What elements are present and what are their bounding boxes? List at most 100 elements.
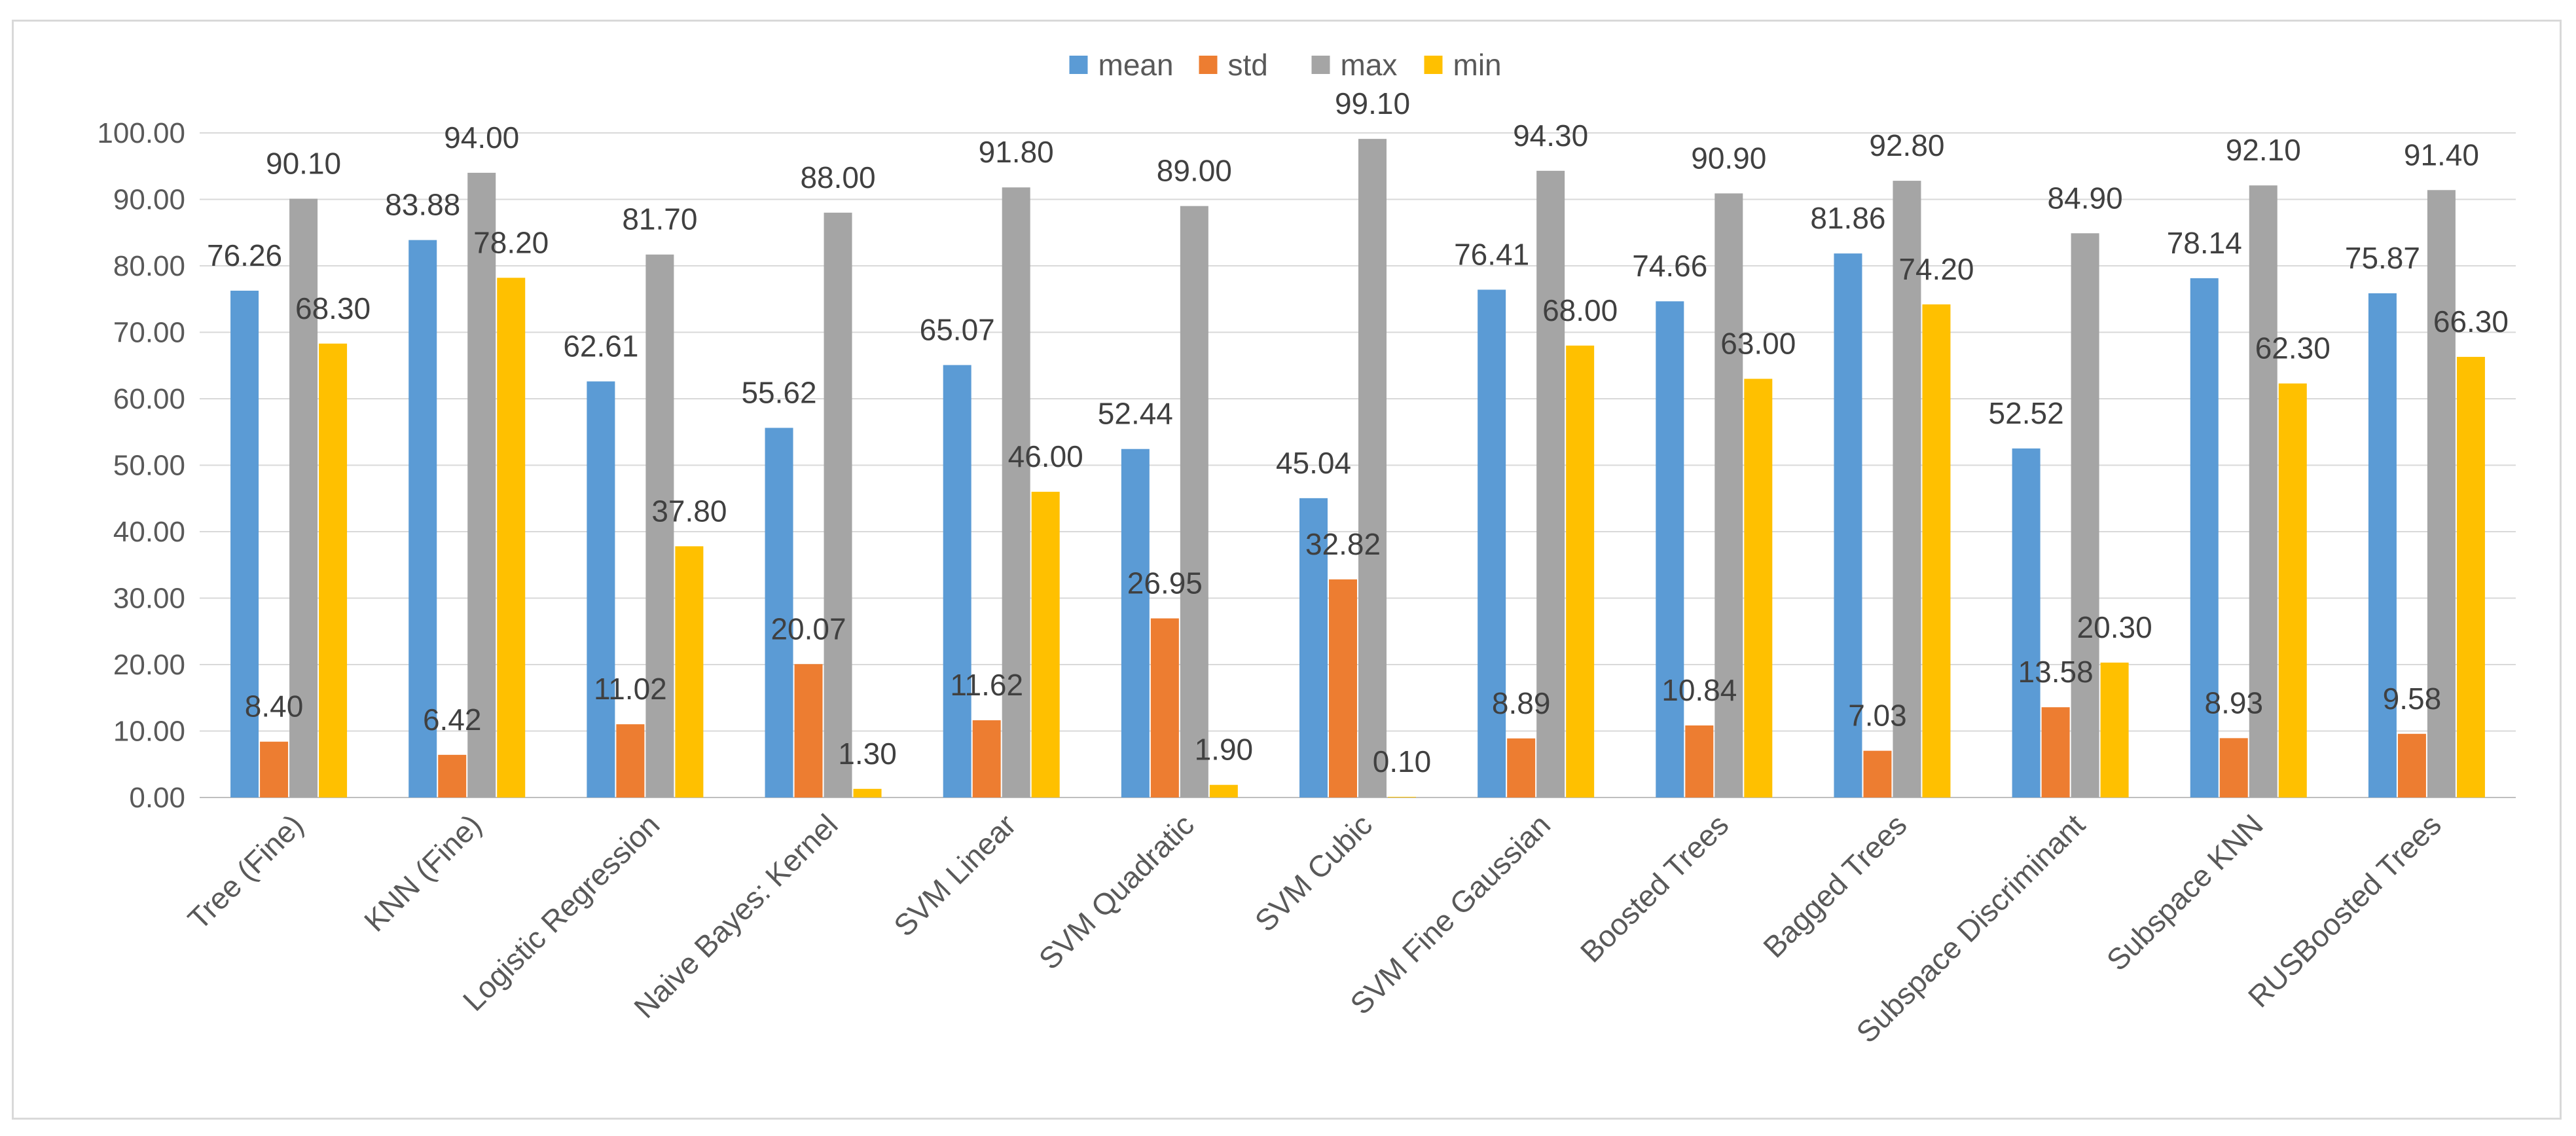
- data-label-mean: 83.88: [385, 188, 460, 222]
- bar-mean: [1834, 253, 1862, 798]
- bar-min: [1922, 304, 1951, 797]
- data-label-mean: 65.07: [920, 313, 995, 347]
- data-label-max: 92.80: [1869, 128, 1944, 162]
- bar-std: [1507, 738, 1536, 797]
- bar-max: [2427, 190, 2456, 797]
- bar-std: [1150, 618, 1179, 797]
- data-label-min: 1.90: [1195, 733, 1254, 767]
- data-label-std: 13.58: [2018, 655, 2094, 689]
- y-tick-label: 30.00: [113, 583, 185, 615]
- data-label-min: 78.20: [473, 225, 549, 259]
- data-label-std: 9.58: [2383, 682, 2442, 716]
- bar-std: [2219, 738, 2248, 797]
- data-label-min: 20.30: [2077, 610, 2152, 644]
- bar-max: [467, 172, 496, 797]
- bar-max: [2249, 185, 2277, 797]
- data-label-std: 7.03: [1848, 699, 1907, 733]
- legend-label-std: std: [1228, 48, 1268, 82]
- bar-std: [1863, 750, 1892, 797]
- data-label-min: 37.80: [651, 494, 727, 528]
- bar-min: [319, 343, 348, 797]
- x-tick-label: Naive Bayes: Kernel: [627, 807, 844, 1024]
- data-label-max: 99.10: [1335, 86, 1410, 120]
- x-tick-label: SVM Cubic: [1248, 807, 1379, 938]
- bar-max: [2071, 233, 2099, 797]
- bar-min: [1566, 345, 1595, 797]
- data-label-std: 8.93: [2205, 686, 2264, 720]
- data-label-min: 68.00: [1542, 293, 1618, 327]
- data-label-min: 62.30: [2255, 331, 2331, 365]
- bar-mean: [408, 240, 437, 797]
- bar-min: [1744, 378, 1773, 797]
- x-tick-label: SVM Fine Gaussian: [1343, 807, 1557, 1021]
- y-tick-label: 20.00: [113, 649, 185, 681]
- bar-std: [616, 724, 645, 797]
- y-tick-label: 90.00: [113, 184, 185, 216]
- bar-min: [2100, 662, 2129, 797]
- x-tick-label: SVM Linear: [887, 807, 1023, 943]
- bar-std: [1329, 579, 1357, 797]
- legend-swatch-std: [1199, 56, 1218, 74]
- data-label-min: 1.30: [838, 737, 897, 771]
- bar-std: [972, 720, 1001, 797]
- data-label-max: 94.30: [1513, 119, 1588, 153]
- x-tick-label: KNN (Fine): [357, 807, 488, 938]
- data-label-std: 11.62: [950, 668, 1023, 702]
- bar-mean: [230, 290, 259, 797]
- bar-mean: [587, 381, 615, 797]
- bar-std: [1685, 725, 1714, 797]
- bar-mean: [1121, 449, 1150, 797]
- y-tick-label: 100.00: [97, 117, 185, 149]
- y-tick-label: 70.00: [113, 317, 185, 349]
- bar-chart: 0.00 10.00 20.00 30.00 40.00 50.00 60.00 70.00 8…: [97, 48, 2516, 1050]
- x-tick-label: Bagged Trees: [1756, 807, 1913, 964]
- data-label-mean: 45.04: [1276, 446, 1351, 480]
- bar-min: [853, 788, 882, 797]
- bar-std: [794, 664, 823, 797]
- bar-mean: [1299, 498, 1328, 797]
- bar-max: [1180, 206, 1208, 797]
- data-label-mean: 52.44: [1098, 397, 1173, 431]
- bar-max: [289, 198, 318, 797]
- bar-mean: [1478, 289, 1506, 798]
- data-label-max: 92.10: [2226, 133, 2301, 167]
- data-label-std: 20.07: [771, 612, 846, 646]
- legend-label-max: max: [1341, 48, 1398, 82]
- chart-frame: 0.00 10.00 20.00 30.00 40.00 50.00 60.00 70.00 8…: [12, 20, 2562, 1120]
- x-tick-label: SVM Quadratic: [1032, 807, 1201, 976]
- data-label-min: 68.30: [295, 291, 371, 325]
- data-label-std: 26.95: [1127, 566, 1203, 600]
- data-label-mean: 55.62: [741, 375, 816, 409]
- data-label-min: 66.30: [2433, 304, 2509, 339]
- bar-min: [497, 278, 526, 797]
- data-label-min: 63.00: [1720, 327, 1796, 361]
- data-label-mean: 52.52: [1989, 396, 2064, 430]
- bar-max: [1893, 181, 1921, 797]
- bar-mean: [943, 365, 971, 797]
- bar-mean: [2368, 293, 2397, 797]
- bar-min: [675, 546, 704, 797]
- bar-std: [260, 741, 289, 797]
- x-tick-label: RUSBoosted Trees: [2241, 807, 2448, 1014]
- bar-mean: [765, 428, 793, 797]
- data-label-max: 91.40: [2404, 137, 2479, 172]
- data-label-std: 8.40: [245, 689, 304, 724]
- data-label-std: 32.82: [1305, 527, 1381, 561]
- data-label-max: 90.90: [1691, 141, 1766, 175]
- data-label-max: 94.00: [444, 120, 519, 155]
- data-label-std: 6.42: [423, 703, 482, 737]
- bar-max: [645, 254, 674, 797]
- bar-mean: [2012, 448, 2041, 797]
- legend-swatch-mean: [1069, 56, 1088, 74]
- legend-label-min: min: [1453, 48, 1502, 82]
- data-label-max: 90.10: [266, 146, 341, 180]
- bar-std: [2041, 707, 2070, 797]
- legend-label-mean: mean: [1098, 48, 1174, 82]
- y-tick-label: 10.00: [113, 716, 185, 748]
- bar-max: [1358, 139, 1387, 797]
- y-tick-label: 60.00: [113, 383, 185, 415]
- x-tick-label: Boosted Trees: [1574, 807, 1735, 969]
- data-label-max: 89.00: [1157, 154, 1232, 188]
- bar-max: [1002, 187, 1030, 797]
- data-label-min: 74.20: [1898, 252, 1974, 286]
